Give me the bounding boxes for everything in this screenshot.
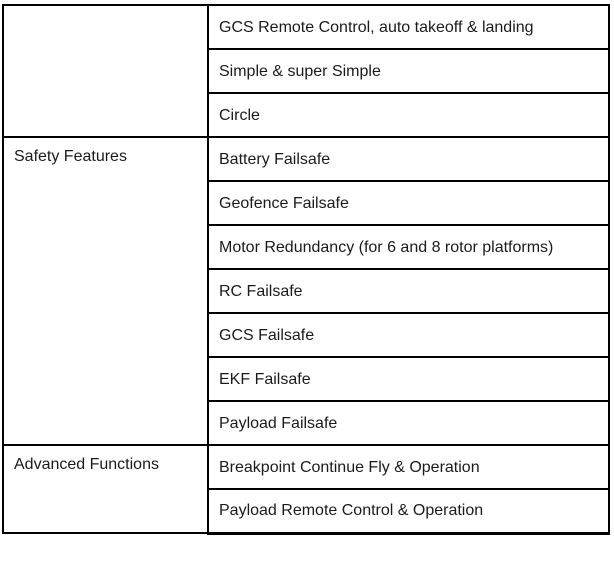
- features-table: GCS Remote Control, auto takeoff & landi…: [2, 4, 610, 535]
- feature-cell: Simple & super Simple: [207, 48, 610, 94]
- table-row: Payload Remote Control & Operation: [3, 488, 610, 535]
- table-row: GCS Remote Control, auto takeoff & landi…: [2, 4, 610, 138]
- feature-cell: Geofence Failsafe: [207, 180, 610, 226]
- feature-cell: RC Failsafe: [207, 268, 610, 314]
- category-cell-safety-features: Safety Features: [2, 136, 209, 446]
- table-row: Circle: [3, 92, 610, 138]
- feature-cell: Breakpoint Continue Fly & Operation: [207, 444, 610, 490]
- table-row: Advanced Functions Breakpoint Continue F…: [2, 444, 610, 534]
- table-row: Geofence Failsafe: [3, 180, 610, 226]
- feature-cell: GCS Failsafe: [207, 312, 610, 358]
- feature-cell: Circle: [207, 92, 610, 138]
- table-row: Simple & super Simple: [3, 48, 610, 94]
- feature-cell: GCS Remote Control, auto takeoff & landi…: [207, 4, 610, 50]
- table-row: Payload Failsafe: [3, 400, 610, 446]
- table-row: RC Failsafe: [3, 268, 610, 314]
- table-row: EKF Failsafe: [3, 356, 610, 402]
- feature-cell: Payload Remote Control & Operation: [207, 488, 610, 535]
- feature-cell: Motor Redundancy (for 6 and 8 rotor plat…: [207, 224, 610, 270]
- category-cell-blank: [2, 4, 209, 138]
- table-row: Safety Features Battery Failsafe: [2, 136, 610, 446]
- table-row: Motor Redundancy (for 6 and 8 rotor plat…: [3, 224, 610, 270]
- category-cell-advanced-functions: Advanced Functions: [2, 444, 209, 534]
- feature-cell: Payload Failsafe: [207, 400, 610, 446]
- feature-cell: Battery Failsafe: [207, 136, 610, 182]
- feature-cell: EKF Failsafe: [207, 356, 610, 402]
- table-row: GCS Failsafe: [3, 312, 610, 358]
